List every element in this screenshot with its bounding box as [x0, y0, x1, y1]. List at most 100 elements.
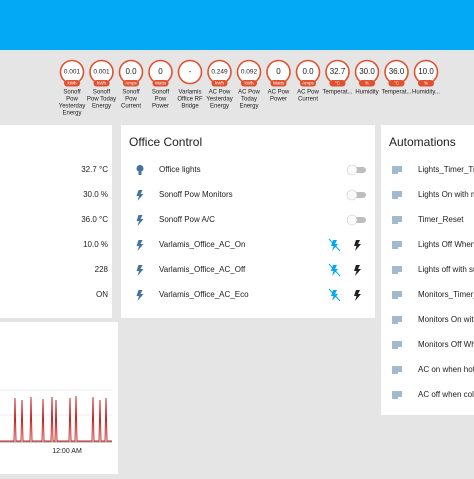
badge-unit-chip	[211, 80, 228, 87]
sensor-value: 10.0 %	[83, 240, 108, 249]
badge-label: Energy	[239, 104, 258, 110]
badge-label: Temperat...	[381, 90, 411, 96]
automation-name: Lights On with mo	[418, 190, 474, 199]
automation-name: Monitors On with	[418, 315, 474, 324]
badge-value: 30.0	[359, 67, 375, 76]
badge-label: Humidity	[355, 90, 378, 96]
header-bar	[0, 0, 474, 50]
sensor-value: 30.0 %	[83, 190, 108, 199]
flash-on-button	[354, 265, 361, 276]
bulb-icon	[136, 165, 144, 172]
flash-icon	[136, 290, 144, 301]
automation-name: Lights_Timer_Trig	[418, 165, 474, 174]
toggle-knob	[346, 164, 358, 176]
badge-label: Office RF	[177, 97, 203, 103]
badge-value: 0.092	[241, 69, 258, 76]
badge-label: Pow Today	[87, 97, 116, 103]
badge-label: AC Pow	[297, 90, 319, 96]
sensor-card	[0, 125, 112, 318]
badge-unit: Watts	[155, 81, 167, 86]
badge-unit: kWh	[68, 81, 77, 86]
flash-off-slash	[328, 288, 341, 302]
sensor-value: 36.0 °C	[81, 215, 108, 224]
badge-label: Pow	[125, 97, 137, 103]
automation-name: AC off when cold	[418, 390, 474, 399]
badge-unit-chip	[329, 80, 346, 87]
badge-label: Sonoff	[152, 90, 170, 96]
badge-unit-chip	[359, 80, 375, 87]
badge-unit: °C	[335, 81, 341, 86]
entity-name: Office lights	[159, 165, 201, 174]
automation-name: Monitors_Timer_T	[418, 290, 474, 299]
entity-name: Varlamis_Office_AC_On	[159, 240, 245, 249]
badge-unit-chip	[64, 80, 80, 87]
card-title: Automations	[389, 135, 456, 149]
badge-unit: kWh	[215, 81, 224, 86]
flash-off-slash	[328, 238, 341, 252]
card-title: Office Control	[129, 135, 202, 149]
badge-label: Sonoff	[63, 90, 81, 96]
flash-on-button	[354, 290, 361, 301]
badge-label: Sonoff	[122, 90, 140, 96]
badge-label: Yesterday	[59, 104, 85, 110]
flash-icon	[136, 215, 144, 226]
flash-off-slash	[328, 263, 341, 277]
badge-unit: kWh	[245, 81, 254, 86]
badge-value: 0.249	[211, 69, 228, 76]
entity-name: Varlamis_Office_AC_Off	[159, 265, 246, 274]
badge-label: Sonoff	[93, 90, 111, 96]
badge-label: AC Pow	[238, 90, 260, 96]
badge-unit-chip	[300, 80, 316, 87]
badge-unit: %	[424, 81, 428, 86]
badge-value: 32.7	[330, 67, 346, 76]
badge-label: Today	[241, 97, 257, 103]
badge-label: Current	[298, 97, 318, 103]
automation-name: Monitors Off Whe	[418, 340, 474, 349]
sensor-value: 32.7 °C	[81, 165, 108, 174]
flash-icon	[136, 240, 144, 251]
badge-label: Humidity...	[412, 90, 440, 96]
badge-unit: Watts	[273, 81, 285, 86]
badge-unit-chip	[241, 80, 257, 87]
badge-value: 36.0	[389, 67, 405, 76]
badge-value: -	[189, 67, 192, 76]
badge-label: Temperat...	[322, 90, 352, 96]
badge-label: Energy	[210, 104, 229, 110]
badge-label: Pow	[155, 97, 167, 103]
history-chart: 12:00 AM	[0, 389, 112, 455]
badge-value: 10.0	[418, 67, 434, 76]
badge-unit-chip	[152, 80, 169, 87]
history-card	[0, 322, 118, 474]
entity-name: Sonoff Pow A/C	[159, 215, 215, 224]
badge-label: Power	[270, 97, 287, 103]
badge-value: 0.0	[125, 67, 137, 76]
badge-value: 0.001	[93, 69, 110, 76]
badge-label: Power	[152, 104, 169, 110]
toggle-knob	[346, 189, 358, 201]
automation-name: AC on when hot	[418, 365, 474, 374]
badge-label: Varlamis	[179, 90, 202, 96]
automation-name: Lights Off When A	[418, 240, 474, 249]
badge-label: Yesterday	[206, 97, 232, 103]
automation-list: Lights_Timer_Trig Lights On with mo Timer_…	[392, 165, 474, 399]
flash-icon	[136, 190, 144, 201]
badge-value: 0.0	[302, 67, 314, 76]
badge-unit: %	[365, 81, 369, 86]
flash-icon	[136, 265, 144, 276]
badge-label: AC Pow	[268, 90, 290, 96]
bulb-base	[138, 172, 142, 175]
automation-name: Timer_Reset	[418, 215, 464, 224]
sensor-value: 228	[95, 265, 109, 274]
entity-name: Varlamis_Office_AC_Eco	[159, 290, 249, 299]
badge-value: 0	[276, 67, 281, 76]
toggle-knob	[346, 214, 358, 226]
badge-unit: Amps	[125, 81, 137, 86]
automation-name: Lights off with su	[418, 265, 474, 274]
badge-label: Energy	[92, 104, 111, 110]
badge-unit: kWh	[97, 81, 106, 86]
x-tick-label: 12:00 AM	[52, 448, 82, 455]
badge-label: Energy	[62, 111, 81, 117]
badge-label: Bridge	[181, 104, 199, 110]
